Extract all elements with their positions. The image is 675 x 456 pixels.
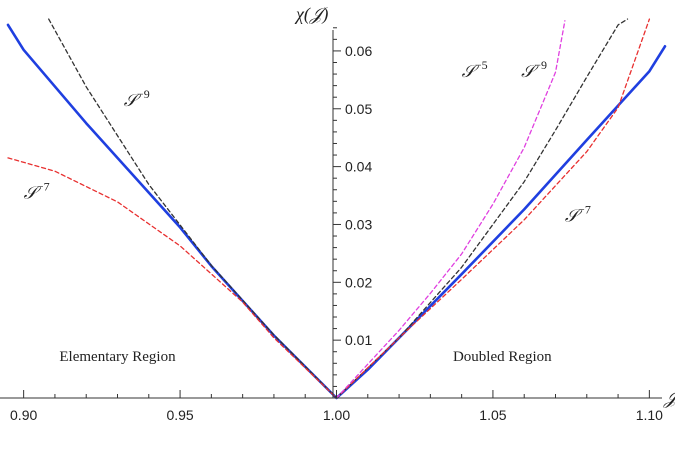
curve-annotation: 𝒮−7 <box>565 203 591 226</box>
series-line-3 <box>335 20 566 399</box>
x-axis-title: 𝒥 <box>663 388 675 408</box>
series-line-2 <box>7 18 651 399</box>
x-tick-label: 1.00 <box>323 407 350 423</box>
x-tick-label: 1.05 <box>479 407 506 423</box>
curve-annotation: 𝒮−9 <box>124 87 150 110</box>
axes-layer <box>0 30 662 399</box>
y-tick-label: 0.01 <box>345 332 372 348</box>
ticks-layer: 0.90 0.95 1.00 1.05 1.10 0.01 0.02 0.03 0.04 0.05… <box>10 27 663 423</box>
x-tick-label: 0.95 <box>166 407 193 423</box>
y-tick-label: 0.02 <box>345 274 372 290</box>
curve-annotation: 𝒮−9 <box>521 58 547 81</box>
x-tick-label: 1.10 <box>636 407 663 423</box>
region-label: Doubled Region <box>453 349 552 365</box>
y-tick-label: 0.05 <box>345 101 372 117</box>
curve-annotation: 𝒮−5 <box>462 58 488 81</box>
series-line-1 <box>48 18 629 399</box>
x-tick-label: 0.90 <box>10 407 37 423</box>
y-tick-label: 0.04 <box>345 159 372 175</box>
region-label: Elementary Region <box>59 349 176 365</box>
curve-annotation: 𝒮−7 <box>24 179 50 202</box>
y-axis-title: χ(𝒥) <box>294 4 329 25</box>
y-tick-label: 0.03 <box>345 216 372 232</box>
y-tick-label: 0.06 <box>345 43 372 59</box>
